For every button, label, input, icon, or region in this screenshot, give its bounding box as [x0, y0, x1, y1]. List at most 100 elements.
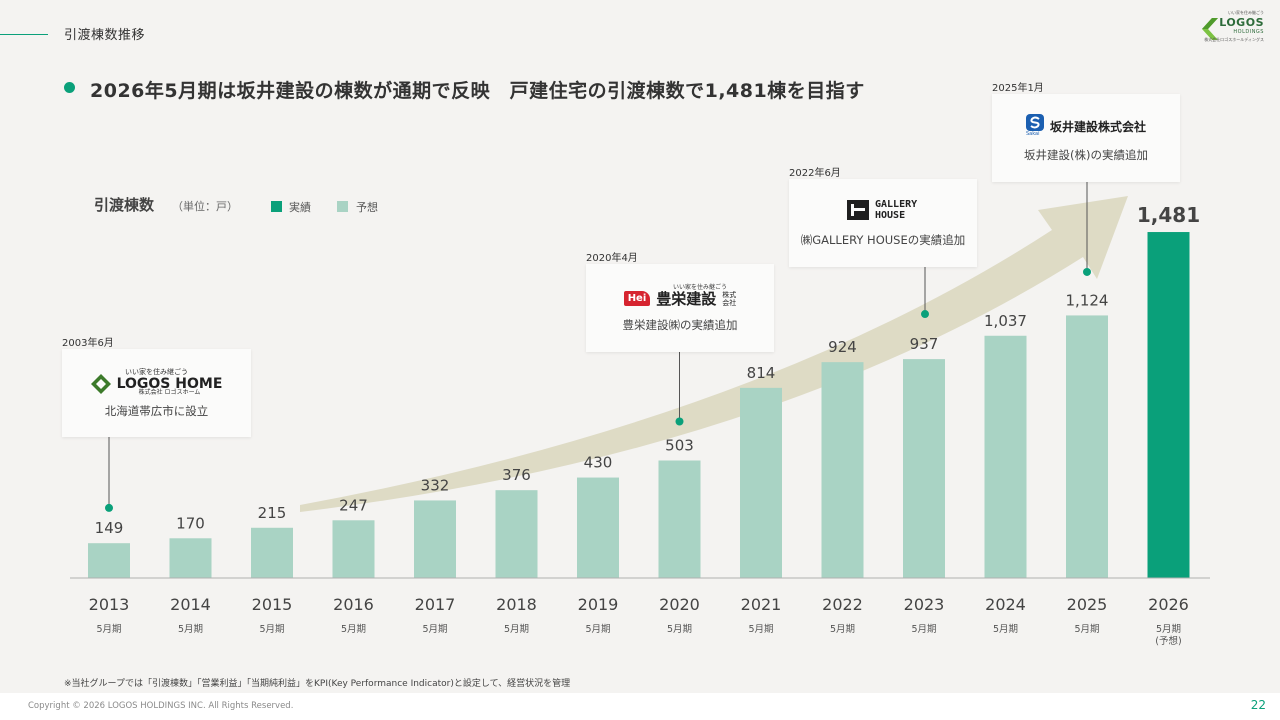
copyright: Copyright © 2026 LOGOS HOLDINGS INC. All…	[28, 701, 294, 711]
callout-date-sakai: 2025年1月	[992, 83, 1044, 94]
callout-logos-home: いい家を住み継ごう LOGOS HOME 株式会社 ロゴスホーム 北海道帯広市に…	[62, 349, 251, 437]
hoei-brand: Hei 豊栄建設 株式会社	[586, 288, 774, 309]
period-label-2018: 5月期	[504, 624, 529, 635]
value-label-2019: 430	[584, 454, 613, 472]
callout-markers-layer	[105, 182, 1091, 512]
bar-2026	[1147, 232, 1190, 579]
bar-2024	[984, 335, 1027, 578]
period-label-2023: 5月期	[911, 624, 936, 635]
period-label-2021: 5月期	[748, 624, 773, 635]
value-label-2021: 814	[747, 364, 776, 382]
headline: 2026年5月期は坂井建設の棟数が通期で反映 戸建住宅の引渡棟数で1,481棟を…	[90, 80, 865, 102]
callout-sakai: Sakai 坂井建設株式会社 坂井建設(株)の実績追加	[992, 94, 1180, 182]
company-logo: いい家を住み継ごう LOGOS HOLDINGS 株式会社ロゴスホールディングス	[1202, 10, 1264, 46]
value-label-2014: 170	[176, 514, 205, 532]
legend-actual-swatch	[271, 201, 282, 212]
value-label-2025: 1,124	[1066, 291, 1109, 309]
tick-label-2014: 2014	[170, 595, 211, 614]
period-label-2014: 5月期	[178, 624, 203, 635]
bar-2022	[821, 362, 864, 578]
logo-sub: HOLDINGS	[1233, 29, 1264, 35]
bars-layer	[88, 232, 1190, 579]
footnote: ※当社グループでは「引渡棟数」「営業利益」「当期純利益」をKPI(Key Per…	[64, 679, 571, 689]
period-label-2015: 5月期	[259, 624, 284, 635]
value-label-2020: 503	[665, 436, 694, 454]
callout-caption-logos-home: 北海道帯広市に設立	[104, 404, 209, 418]
tick-label-2019: 2019	[578, 595, 619, 614]
period-label-2024: 5月期	[993, 624, 1018, 635]
period-label-2013: 5月期	[96, 624, 121, 635]
header-rule	[0, 34, 48, 35]
sakai-s-icon	[1025, 114, 1044, 131]
callout-caption-gallery-house: ㈱GALLERY HOUSEの実績追加	[800, 233, 966, 247]
period-label-2017: 5月期	[422, 624, 447, 635]
period-label-2016: 5月期	[341, 624, 366, 635]
sakai-brand: Sakai 坂井建設株式会社	[992, 114, 1180, 138]
legend-forecast-swatch	[337, 201, 348, 212]
logos-home-name: LOGOS HOME	[116, 376, 223, 392]
tick-label-2023: 2023	[904, 595, 945, 614]
callout-caption-sakai: 坂井建設(株)の実績追加	[1024, 148, 1148, 162]
bar-2023	[903, 359, 945, 578]
labels-layer: 149 2013 5月期 170 2014 5月期 215 2015 5月期 247 2016 5月期…	[89, 203, 1200, 647]
bar-2021	[740, 387, 782, 578]
gallery-house-brand: GALLERY HOUSE	[789, 199, 977, 221]
page-number: 22	[1250, 698, 1266, 712]
period-label-2025: 5月期	[1074, 624, 1099, 635]
sakai-mark-text: Sakai	[1025, 131, 1040, 137]
legend-forecast-label: 予想	[356, 201, 378, 214]
value-label-2022: 924	[828, 338, 857, 356]
value-label-2013: 149	[95, 519, 124, 537]
tick-label-2020: 2020	[659, 595, 700, 614]
callout-hoei: いい家を住み継ごう Hei 豊栄建設 株式会社 豊栄建設㈱の実績追加	[586, 264, 774, 352]
value-label-2023: 937	[910, 335, 939, 353]
period-label-2026-forecast: (予想)	[1155, 635, 1181, 647]
tick-label-2022: 2022	[822, 595, 863, 614]
logos-home-tagline: いい家を住み継ごう	[125, 368, 188, 376]
logo-jp: 株式会社ロゴスホールディングス	[1204, 37, 1264, 42]
logos-home-brand: LOGOS HOME	[62, 374, 251, 394]
value-label-2015: 215	[258, 504, 287, 522]
callout-date-hoei: 2020年4月	[586, 253, 638, 264]
logo-name: LOGOS	[1219, 16, 1264, 29]
tick-label-2021: 2021	[741, 595, 782, 614]
logo-tagline: いい家を住み継ごう	[1228, 10, 1264, 15]
tick-label-2016: 2016	[333, 595, 374, 614]
callout-marker-2013	[105, 503, 113, 512]
bar-2014	[169, 538, 212, 578]
value-label-2016: 247	[339, 496, 368, 514]
callout-gallery-house: GALLERY HOUSE ㈱GALLERY HOUSEの実績追加	[789, 179, 977, 267]
callout-marker-2025	[1083, 267, 1091, 276]
hoei-tagline: いい家を住み継ごう	[672, 284, 727, 291]
sakai-logo: Sakai	[1025, 114, 1044, 138]
bar-2013	[88, 543, 130, 578]
gallery-house-mark-icon	[847, 200, 869, 220]
tick-label-2018: 2018	[496, 595, 537, 614]
hoei-mark: Hei	[623, 291, 651, 306]
tick-label-2017: 2017	[415, 595, 456, 614]
tick-label-2026: 2026	[1148, 595, 1189, 614]
bar-2015	[251, 527, 293, 578]
tick-label-2024: 2024	[985, 595, 1026, 614]
section-title: 引渡棟数推移	[64, 28, 146, 43]
logos-home-sub: 株式会社 ロゴスホーム	[138, 389, 201, 396]
bar-2020	[658, 460, 701, 578]
headline-bullet	[64, 82, 75, 93]
callout-marker-2023	[921, 310, 929, 319]
gallery-house-name: GALLERY HOUSE	[875, 199, 918, 221]
hoei-sub: 株式会社	[722, 290, 737, 307]
bar-2025	[1066, 315, 1108, 578]
value-label-2018: 376	[502, 466, 531, 484]
logo-chevron-icon	[1202, 18, 1218, 40]
period-label-2022: 5月期	[830, 624, 855, 635]
value-label-2026: 1,481	[1137, 203, 1200, 227]
callout-date-logos-home: 2003年6月	[62, 338, 114, 349]
hoei-name: 豊栄建設	[656, 290, 717, 308]
legend-unit: （単位：戸）	[172, 200, 238, 213]
tick-label-2013: 2013	[89, 595, 130, 614]
tick-label-2025: 2025	[1067, 595, 1108, 614]
value-label-2017: 332	[421, 476, 450, 494]
bar-2017	[414, 500, 456, 578]
period-label-2020: 5月期	[667, 624, 692, 635]
